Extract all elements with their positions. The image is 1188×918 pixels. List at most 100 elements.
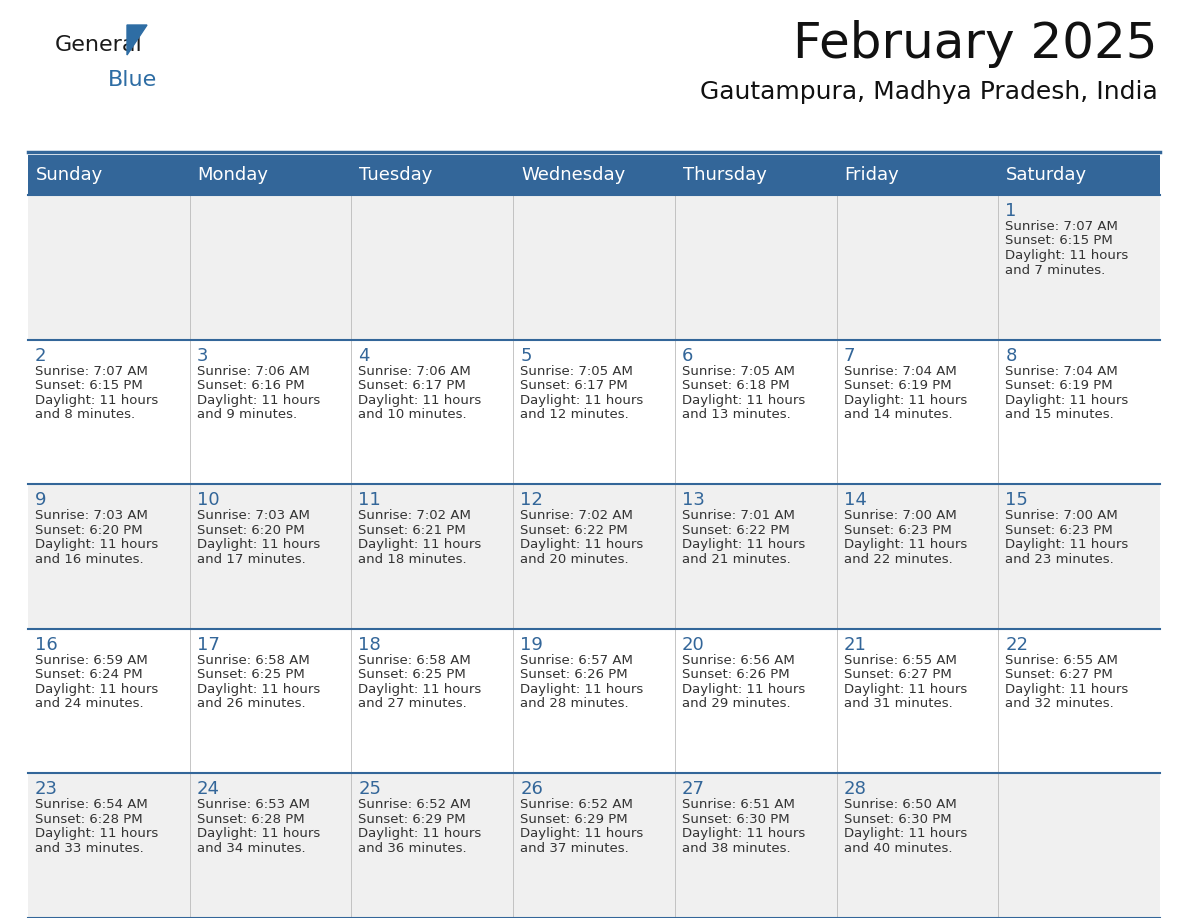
Text: Gautampura, Madhya Pradesh, India: Gautampura, Madhya Pradesh, India xyxy=(700,80,1158,104)
Text: Daylight: 11 hours: Daylight: 11 hours xyxy=(197,394,320,407)
Text: 22: 22 xyxy=(1005,636,1029,654)
Text: 4: 4 xyxy=(359,347,369,364)
Bar xyxy=(29,484,1159,629)
Text: Sunset: 6:17 PM: Sunset: 6:17 PM xyxy=(359,379,466,392)
Text: Daylight: 11 hours: Daylight: 11 hours xyxy=(520,538,644,551)
Text: Friday: Friday xyxy=(845,166,899,184)
Text: Sunset: 6:26 PM: Sunset: 6:26 PM xyxy=(520,668,627,681)
Text: Sunset: 6:20 PM: Sunset: 6:20 PM xyxy=(34,523,143,537)
Text: 14: 14 xyxy=(843,491,866,509)
Text: Sunrise: 7:06 AM: Sunrise: 7:06 AM xyxy=(359,364,472,377)
Text: Sunrise: 7:02 AM: Sunrise: 7:02 AM xyxy=(359,509,472,522)
Text: Sunset: 6:23 PM: Sunset: 6:23 PM xyxy=(843,523,952,537)
Text: and 28 minutes.: and 28 minutes. xyxy=(520,698,628,711)
Text: 11: 11 xyxy=(359,491,381,509)
Text: Daylight: 11 hours: Daylight: 11 hours xyxy=(520,683,644,696)
Text: and 23 minutes.: and 23 minutes. xyxy=(1005,553,1114,565)
Text: 8: 8 xyxy=(1005,347,1017,364)
Text: Sunset: 6:20 PM: Sunset: 6:20 PM xyxy=(197,523,304,537)
Text: and 17 minutes.: and 17 minutes. xyxy=(197,553,305,565)
Text: Sunrise: 7:05 AM: Sunrise: 7:05 AM xyxy=(520,364,633,377)
Text: Sunrise: 6:51 AM: Sunrise: 6:51 AM xyxy=(682,799,795,812)
Text: and 24 minutes.: and 24 minutes. xyxy=(34,698,144,711)
Text: Daylight: 11 hours: Daylight: 11 hours xyxy=(1005,394,1129,407)
Text: 12: 12 xyxy=(520,491,543,509)
Text: Daylight: 11 hours: Daylight: 11 hours xyxy=(682,683,805,696)
Text: Daylight: 11 hours: Daylight: 11 hours xyxy=(197,538,320,551)
Text: and 8 minutes.: and 8 minutes. xyxy=(34,409,135,421)
Text: Sunrise: 6:58 AM: Sunrise: 6:58 AM xyxy=(359,654,472,666)
Text: Daylight: 11 hours: Daylight: 11 hours xyxy=(1005,249,1129,262)
Polygon shape xyxy=(127,25,147,55)
Text: Sunrise: 7:04 AM: Sunrise: 7:04 AM xyxy=(1005,364,1118,377)
Text: Sunset: 6:28 PM: Sunset: 6:28 PM xyxy=(197,813,304,826)
Text: Sunrise: 7:06 AM: Sunrise: 7:06 AM xyxy=(197,364,309,377)
Text: Sunrise: 6:56 AM: Sunrise: 6:56 AM xyxy=(682,654,795,666)
Text: and 21 minutes.: and 21 minutes. xyxy=(682,553,790,565)
Text: Daylight: 11 hours: Daylight: 11 hours xyxy=(843,538,967,551)
Bar xyxy=(29,629,1159,773)
Text: Sunrise: 7:03 AM: Sunrise: 7:03 AM xyxy=(197,509,310,522)
Text: Sunset: 6:16 PM: Sunset: 6:16 PM xyxy=(197,379,304,392)
Text: 16: 16 xyxy=(34,636,58,654)
Text: and 9 minutes.: and 9 minutes. xyxy=(197,409,297,421)
Text: 24: 24 xyxy=(197,780,220,799)
Text: Daylight: 11 hours: Daylight: 11 hours xyxy=(359,394,481,407)
Text: Sunrise: 6:57 AM: Sunrise: 6:57 AM xyxy=(520,654,633,666)
Text: General: General xyxy=(55,35,143,55)
Text: Daylight: 11 hours: Daylight: 11 hours xyxy=(682,394,805,407)
Text: Sunset: 6:29 PM: Sunset: 6:29 PM xyxy=(359,813,466,826)
Text: Sunset: 6:18 PM: Sunset: 6:18 PM xyxy=(682,379,790,392)
Text: Sunset: 6:21 PM: Sunset: 6:21 PM xyxy=(359,523,466,537)
Text: 5: 5 xyxy=(520,347,532,364)
Text: 28: 28 xyxy=(843,780,866,799)
Text: and 29 minutes.: and 29 minutes. xyxy=(682,698,790,711)
Text: 23: 23 xyxy=(34,780,58,799)
Text: Daylight: 11 hours: Daylight: 11 hours xyxy=(34,827,158,840)
Text: 2: 2 xyxy=(34,347,46,364)
Text: Sunrise: 6:58 AM: Sunrise: 6:58 AM xyxy=(197,654,309,666)
Text: Sunset: 6:26 PM: Sunset: 6:26 PM xyxy=(682,668,790,681)
Text: Sunset: 6:22 PM: Sunset: 6:22 PM xyxy=(682,523,790,537)
Text: 18: 18 xyxy=(359,636,381,654)
Text: Daylight: 11 hours: Daylight: 11 hours xyxy=(843,827,967,840)
Text: Sunset: 6:27 PM: Sunset: 6:27 PM xyxy=(1005,668,1113,681)
Text: Sunset: 6:23 PM: Sunset: 6:23 PM xyxy=(1005,523,1113,537)
Text: and 32 minutes.: and 32 minutes. xyxy=(1005,698,1114,711)
Text: 26: 26 xyxy=(520,780,543,799)
Text: Tuesday: Tuesday xyxy=(360,166,432,184)
Text: Sunset: 6:19 PM: Sunset: 6:19 PM xyxy=(1005,379,1113,392)
Text: February 2025: February 2025 xyxy=(794,20,1158,68)
Text: Daylight: 11 hours: Daylight: 11 hours xyxy=(34,683,158,696)
Text: Daylight: 11 hours: Daylight: 11 hours xyxy=(34,538,158,551)
Text: and 38 minutes.: and 38 minutes. xyxy=(682,842,790,855)
Text: and 34 minutes.: and 34 minutes. xyxy=(197,842,305,855)
Text: 3: 3 xyxy=(197,347,208,364)
Text: Daylight: 11 hours: Daylight: 11 hours xyxy=(843,683,967,696)
Text: Sunrise: 7:04 AM: Sunrise: 7:04 AM xyxy=(843,364,956,377)
Text: Wednesday: Wednesday xyxy=(522,166,625,184)
Text: Sunrise: 6:55 AM: Sunrise: 6:55 AM xyxy=(1005,654,1118,666)
Text: 20: 20 xyxy=(682,636,704,654)
Text: and 40 minutes.: and 40 minutes. xyxy=(843,842,952,855)
Text: Daylight: 11 hours: Daylight: 11 hours xyxy=(359,827,481,840)
Text: Daylight: 11 hours: Daylight: 11 hours xyxy=(359,683,481,696)
Text: 27: 27 xyxy=(682,780,704,799)
Text: Sunset: 6:15 PM: Sunset: 6:15 PM xyxy=(34,379,143,392)
Bar xyxy=(29,340,1159,484)
Text: Sunrise: 7:03 AM: Sunrise: 7:03 AM xyxy=(34,509,147,522)
Text: Daylight: 11 hours: Daylight: 11 hours xyxy=(843,394,967,407)
Text: Daylight: 11 hours: Daylight: 11 hours xyxy=(520,827,644,840)
Text: 15: 15 xyxy=(1005,491,1028,509)
Text: Sunset: 6:28 PM: Sunset: 6:28 PM xyxy=(34,813,143,826)
Text: and 10 minutes.: and 10 minutes. xyxy=(359,409,467,421)
Text: and 31 minutes.: and 31 minutes. xyxy=(843,698,953,711)
Text: and 15 minutes.: and 15 minutes. xyxy=(1005,409,1114,421)
Text: Daylight: 11 hours: Daylight: 11 hours xyxy=(359,538,481,551)
Text: 17: 17 xyxy=(197,636,220,654)
Text: Sunset: 6:29 PM: Sunset: 6:29 PM xyxy=(520,813,627,826)
Text: Sunrise: 6:53 AM: Sunrise: 6:53 AM xyxy=(197,799,310,812)
Text: Sunset: 6:19 PM: Sunset: 6:19 PM xyxy=(843,379,952,392)
Bar xyxy=(29,773,1159,918)
Text: and 16 minutes.: and 16 minutes. xyxy=(34,553,144,565)
